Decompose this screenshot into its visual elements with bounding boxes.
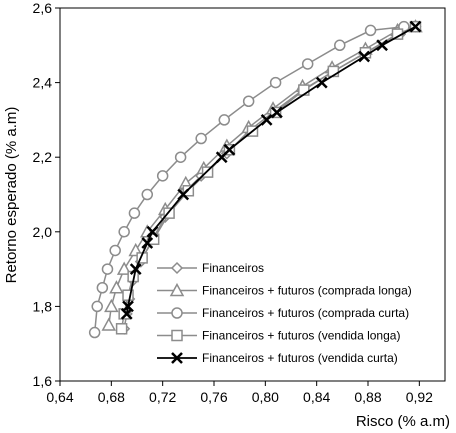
y-axis: 1,6 1,8 2,0 2,2 2,4 2,6	[33, 0, 60, 389]
series-3-point	[334, 39, 346, 52]
legend-item: Financeiros + futuros (vendida curta)	[157, 351, 398, 365]
series-3-point	[156, 170, 169, 182]
series-5-point	[177, 188, 190, 201]
legend-marker	[170, 261, 184, 275]
legend-item: Financeiros	[157, 261, 264, 275]
legend-item: Financeiros + futuros (vendida longa)	[157, 329, 400, 343]
y-tick-label: 1,6	[33, 373, 53, 389]
y-axis-label: Retorno esperado (% a.m)	[3, 107, 20, 284]
legend-marker	[171, 329, 183, 342]
legend-label: Financeiros + futuros (vendida longa)	[202, 329, 400, 343]
series-4-point	[115, 323, 128, 335]
legend-label: Financeiros + futuros (vendida curta)	[202, 351, 398, 365]
series-5-point	[315, 76, 328, 89]
y-tick-label: 2,4	[33, 75, 53, 91]
plot-area	[59, 7, 446, 382]
x-tick-label: 0,64	[46, 389, 73, 405]
legend-marker	[171, 352, 183, 364]
series-3-point	[141, 188, 154, 201]
x-tick-label: 0,84	[303, 389, 330, 405]
x-axis-label: Risco (% a.m)	[356, 413, 450, 430]
legend: Financeiros Financeiros + futuros (compra…	[157, 261, 412, 365]
series-4-point	[163, 207, 175, 219]
series-line	[125, 25, 416, 315]
legend-marker	[171, 307, 183, 319]
series-2-point	[109, 280, 124, 294]
series-3-point	[109, 244, 121, 257]
series-5-point	[376, 39, 389, 52]
legend-item: Financeiros + futuros (comprada curta)	[157, 306, 409, 320]
series-2-point	[116, 261, 132, 275]
plot-frame	[59, 7, 446, 382]
series-5-point	[223, 143, 236, 156]
series-5-point	[129, 263, 142, 275]
series-3-point	[195, 132, 207, 145]
y-tick-label: 2,2	[33, 149, 53, 165]
series-3-point	[101, 263, 114, 275]
legend-item: Financeiros + futuros (comprada longa)	[157, 282, 412, 298]
series-2-point	[104, 298, 119, 313]
y-tick-label: 2,0	[33, 224, 53, 240]
series-5-point	[141, 237, 154, 249]
x-axis: 0,64 0,68 0,72 0,76 0,80 0,84 0,88 0,92	[46, 381, 433, 405]
series-3-point	[269, 76, 282, 89]
x-tick-label: 0,80	[252, 389, 279, 405]
series-5-point	[146, 225, 159, 238]
legend-label: Financeiros	[202, 261, 264, 275]
series-3-point	[128, 207, 141, 219]
series-4-point	[122, 289, 134, 301]
x-tick-label: 0,76	[200, 389, 227, 405]
series-3-point	[96, 282, 109, 294]
series-3-point	[174, 151, 187, 163]
series-5	[120, 20, 422, 320]
series-5-point	[122, 300, 134, 313]
series-3-point	[88, 326, 101, 339]
y-tick-label: 2,6	[33, 0, 53, 16]
series-2-point	[101, 317, 117, 331]
series-line	[108, 25, 416, 326]
series-5-point	[270, 106, 283, 119]
x-tick-label: 0,72	[149, 389, 176, 405]
x-tick-label: 0,68	[98, 389, 125, 405]
series-3-point	[364, 24, 377, 37]
y-tick-label: 1,8	[33, 298, 53, 314]
legend-marker	[169, 282, 185, 297]
series-3-point	[218, 114, 231, 126]
series-layer	[88, 19, 423, 339]
x-tick-label: 0,92	[406, 389, 433, 405]
legend-label: Financeiros + futuros (comprada curta)	[202, 306, 409, 320]
legend-label: Financeiros + futuros (comprada longa)	[202, 284, 412, 298]
series-3-point	[91, 300, 103, 313]
series-5-point	[358, 50, 371, 63]
series-5-point	[409, 20, 422, 33]
x-tick-label: 0,88	[354, 389, 381, 405]
series-3-point	[301, 58, 314, 70]
series-3-point	[118, 226, 130, 238]
series-5-point	[260, 114, 273, 126]
series-3-point	[242, 95, 255, 107]
